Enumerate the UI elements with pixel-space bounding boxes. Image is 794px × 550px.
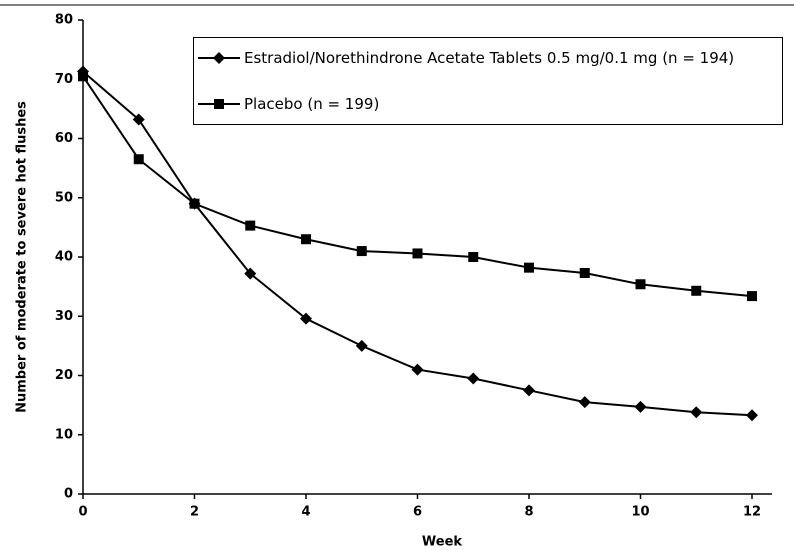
y-tick-label: 30	[55, 309, 73, 324]
legend-item: Estradiol/Norethindrone Acetate Tablets …	[194, 48, 774, 68]
marker-square	[189, 198, 200, 209]
y-tick-label: 50	[55, 190, 73, 205]
marker-square	[78, 71, 88, 82]
y-tick-label: 10	[55, 427, 73, 442]
marker-diamond	[132, 113, 145, 126]
marker-diamond	[467, 372, 480, 385]
marker-diamond	[213, 52, 225, 64]
marker-square	[468, 252, 479, 262]
legend-swatch	[198, 52, 240, 64]
legend-label: Placebo (n = 199)	[244, 95, 380, 113]
marker-square	[214, 99, 224, 109]
marker-square	[691, 285, 702, 296]
x-tick-label: 8	[524, 505, 533, 520]
legend-swatch	[198, 99, 240, 109]
marker-square	[747, 291, 757, 302]
marker-diamond	[244, 267, 257, 280]
legend-item: Placebo (n = 199)	[194, 94, 774, 114]
marker-diamond	[578, 396, 591, 409]
marker-square	[133, 154, 144, 165]
marker-diamond	[300, 312, 312, 325]
y-tick-label: 70	[55, 72, 73, 87]
marker-diamond	[634, 400, 647, 413]
y-tick-label: 0	[64, 487, 73, 502]
marker-square	[579, 267, 590, 278]
x-tick-label: 0	[78, 505, 87, 520]
marker-diamond	[746, 409, 758, 422]
marker-square	[356, 246, 367, 257]
marker-square	[245, 220, 256, 231]
x-axis-title: Week	[422, 535, 463, 550]
y-axis-title: Number of moderate to severe hot flushes	[15, 101, 30, 413]
marker-square	[412, 248, 423, 259]
x-tick-label: 12	[743, 505, 761, 520]
marker-diamond	[411, 363, 424, 376]
marker-diamond	[523, 384, 535, 397]
y-tick-label: 40	[55, 250, 73, 265]
x-tick-label: 4	[301, 505, 310, 520]
legend: Estradiol/Norethindrone Acetate Tablets …	[193, 37, 783, 125]
marker-diamond	[690, 406, 703, 419]
x-tick-label: 10	[631, 505, 649, 520]
marker-square	[635, 279, 646, 290]
y-tick-label: 20	[55, 368, 73, 383]
marker-diamond	[355, 339, 368, 352]
y-tick-label: 80	[55, 13, 73, 28]
marker-square	[301, 234, 311, 245]
y-tick-label: 60	[55, 131, 73, 146]
x-tick-label: 2	[190, 505, 199, 520]
x-tick-label: 6	[413, 505, 422, 520]
legend-label: Estradiol/Norethindrone Acetate Tablets …	[244, 49, 735, 67]
marker-square	[524, 262, 534, 273]
